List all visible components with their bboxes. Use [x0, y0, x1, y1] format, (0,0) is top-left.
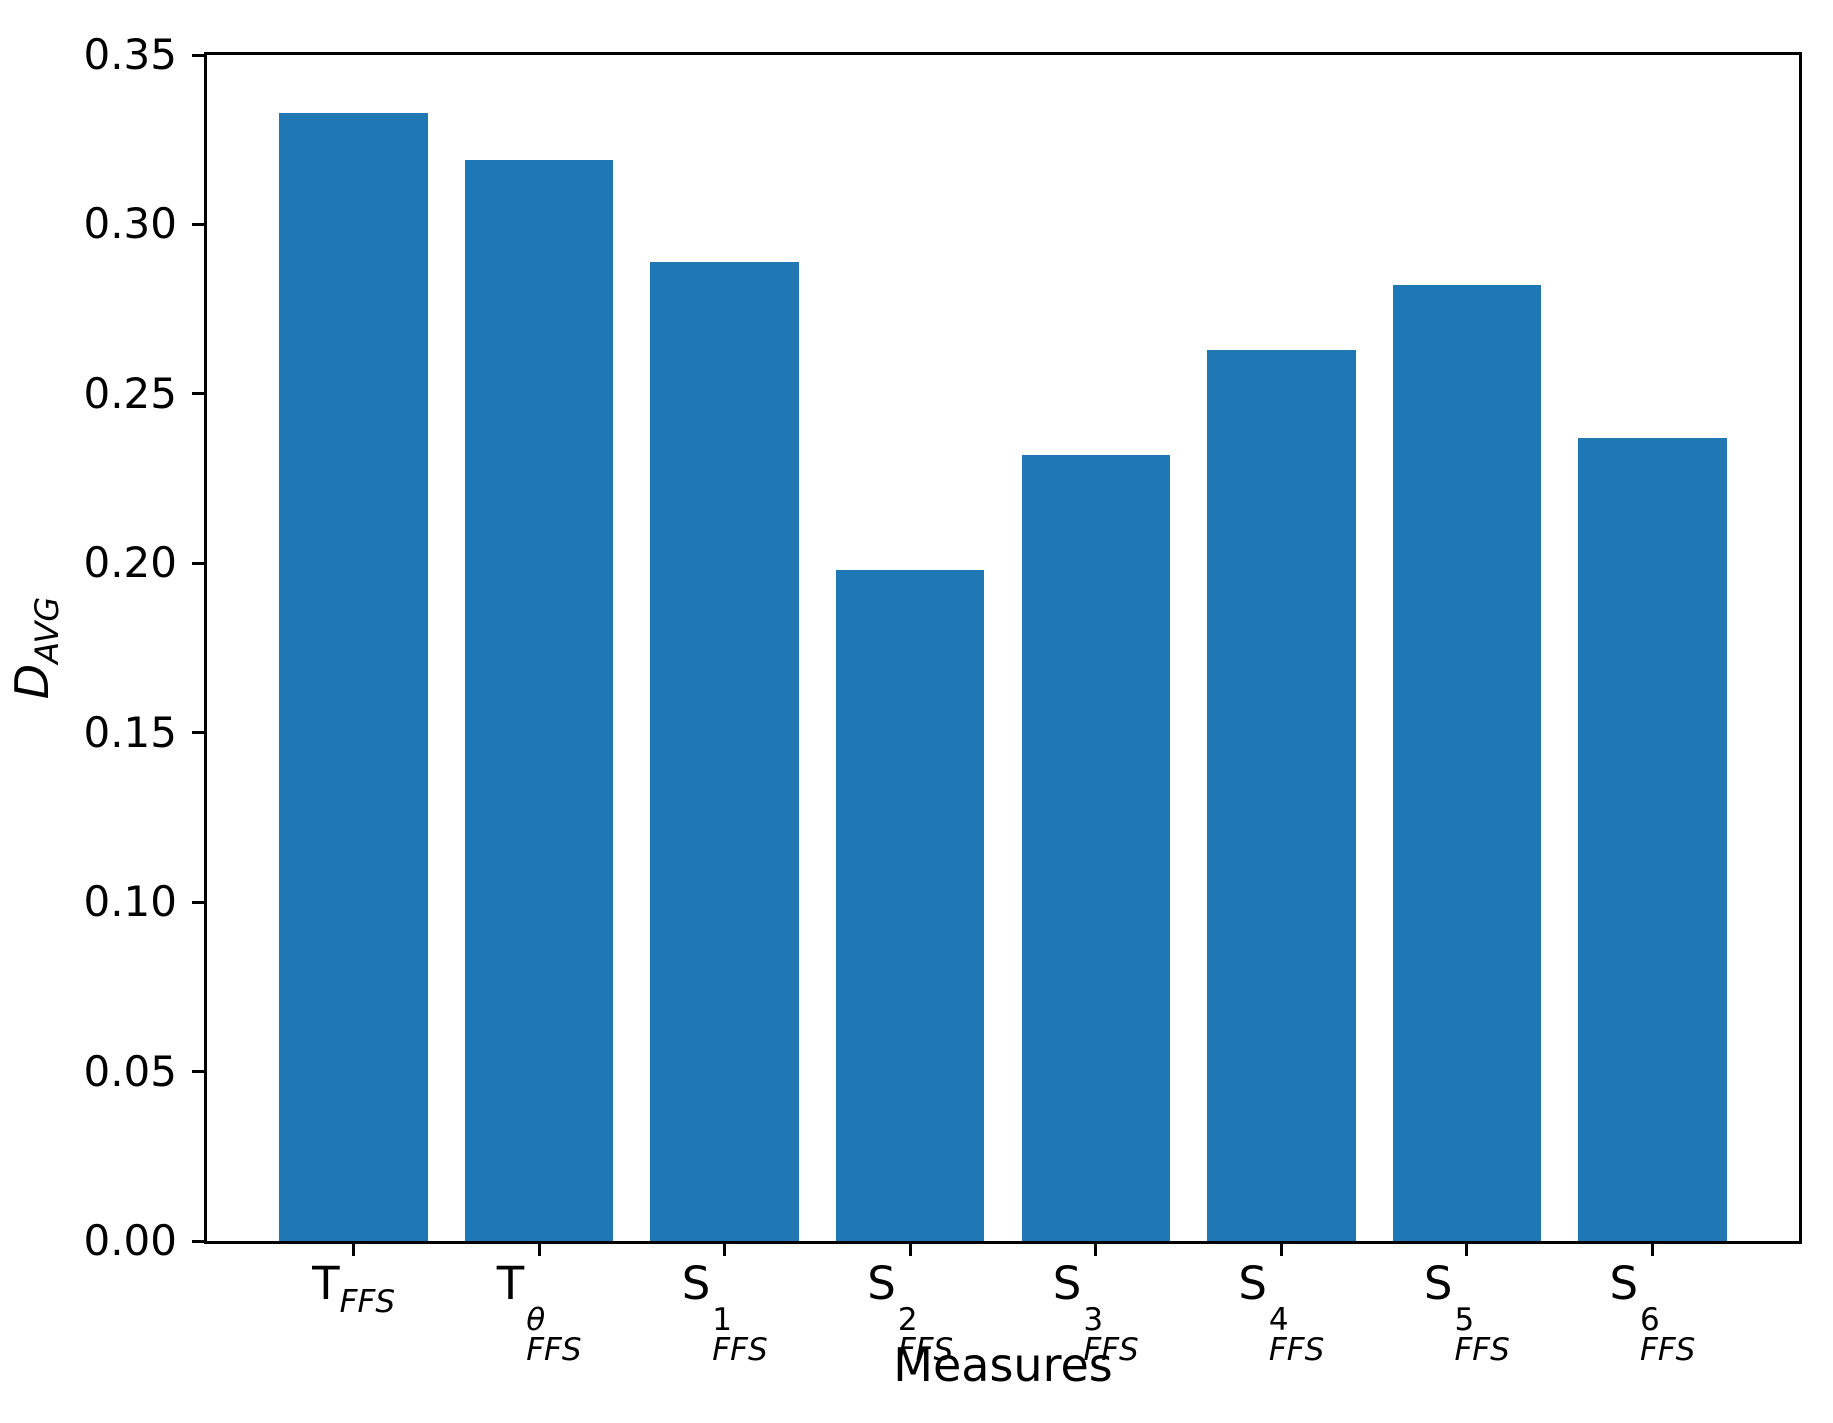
x-tick-label-base: S: [1423, 1257, 1453, 1310]
x-tick-label-subscript: FFS: [1454, 1332, 1510, 1369]
x-tick-mark: [352, 1241, 356, 1256]
y-tick-mark: [192, 53, 204, 57]
bar: [1392, 285, 1542, 1241]
x-tick-label: S 2 FFS: [867, 1261, 953, 1366]
x-tick-mark: [1094, 1241, 1098, 1256]
x-tick-label-subscript: FFS: [1640, 1332, 1696, 1369]
x-tick-mark: [1650, 1241, 1654, 1256]
y-tick-label: 0.35: [83, 30, 177, 79]
bar: [464, 160, 614, 1241]
x-tick-label-base: S: [1052, 1257, 1082, 1310]
x-tick-label-superscript: 5: [1454, 1302, 1475, 1338]
y-tick-mark: [192, 1070, 204, 1074]
bar: [650, 261, 799, 1241]
x-tick-label-base: S: [681, 1257, 711, 1310]
y-tick-label: 0.00: [83, 1216, 177, 1265]
y-tick-mark: [192, 222, 204, 226]
x-axis-label: Measures: [893, 1338, 1113, 1392]
x-tick-label-base: T: [312, 1257, 340, 1310]
y-tick-label: 0.15: [83, 707, 177, 757]
x-tick-label-scripts: 3 FFS: [1083, 1302, 1139, 1369]
y-tick-label: 0.10: [83, 877, 177, 927]
y-tick-mark: [192, 731, 204, 735]
x-tick-label-base: S: [1609, 1257, 1639, 1310]
x-tick-label-subscript: FFS: [526, 1332, 582, 1369]
x-tick-label-subscript: FFS: [712, 1332, 768, 1369]
x-tick-label-superscript: 2: [897, 1302, 918, 1338]
x-tick-label-scripts: 2 FFS: [897, 1302, 954, 1369]
x-tick-label-base: S: [867, 1257, 896, 1310]
x-tick-label-subscript: FFS: [1268, 1332, 1325, 1369]
x-tick-label-superscript: 6: [1640, 1302, 1660, 1338]
bar: [836, 570, 985, 1241]
x-tick-label: S 3 FFS: [1053, 1261, 1139, 1366]
y-tick-mark: [192, 561, 204, 565]
bar: [279, 112, 428, 1241]
x-tick-label-base: T: [496, 1257, 525, 1310]
y-tick-mark: [192, 900, 204, 904]
x-tick-mark: [908, 1241, 912, 1256]
x-tick-label-superscript: 1: [712, 1302, 733, 1338]
x-tick-label: TFFS: [312, 1261, 395, 1318]
x-tick-label-scripts: 5 FFS: [1454, 1302, 1510, 1369]
bar: [1207, 349, 1356, 1241]
x-tick-label-scripts: θ FFS: [526, 1302, 582, 1369]
x-tick-label-subscript: FFS: [339, 1284, 395, 1320]
x-tick-label: S 5 FFS: [1424, 1261, 1510, 1366]
y-tick-label: 0.05: [83, 1046, 177, 1096]
y-tick-label: 0.20: [83, 538, 177, 588]
y-axis-label-base: D: [5, 663, 59, 700]
x-tick-label-scripts: 6 FFS: [1640, 1302, 1696, 1369]
y-axis-label-subscript: AVG: [28, 596, 66, 664]
x-tick-mark: [723, 1241, 727, 1256]
x-tick-mark: [537, 1241, 541, 1256]
x-tick-label: S 4 FFS: [1238, 1261, 1324, 1366]
x-tick-label-subscript: FFS: [897, 1332, 954, 1369]
x-tick-label-scripts: 1 FFS: [712, 1302, 768, 1369]
x-tick-label-base: S: [1238, 1257, 1267, 1310]
x-tick-mark: [1279, 1241, 1283, 1256]
x-tick-mark: [1465, 1241, 1469, 1256]
bar: [1021, 454, 1170, 1241]
y-axis-label: DAVG: [5, 596, 66, 699]
y-tick-label: 0.25: [83, 368, 177, 418]
x-tick-label: S 1 FFS: [682, 1261, 768, 1366]
x-tick-label-superscript: 4: [1268, 1302, 1289, 1338]
y-tick-mark: [192, 392, 204, 396]
x-tick-label-superscript: θ: [526, 1302, 546, 1338]
x-tick-label-subscript: FFS: [1083, 1332, 1139, 1369]
bar: [1578, 437, 1727, 1241]
x-tick-label-superscript: 3: [1083, 1302, 1104, 1338]
y-tick-mark: [192, 1239, 204, 1243]
y-tick-label: 0.30: [83, 199, 177, 249]
x-tick-label-scripts: 4 FFS: [1268, 1302, 1325, 1369]
x-tick-label: S 6 FFS: [1609, 1261, 1695, 1366]
